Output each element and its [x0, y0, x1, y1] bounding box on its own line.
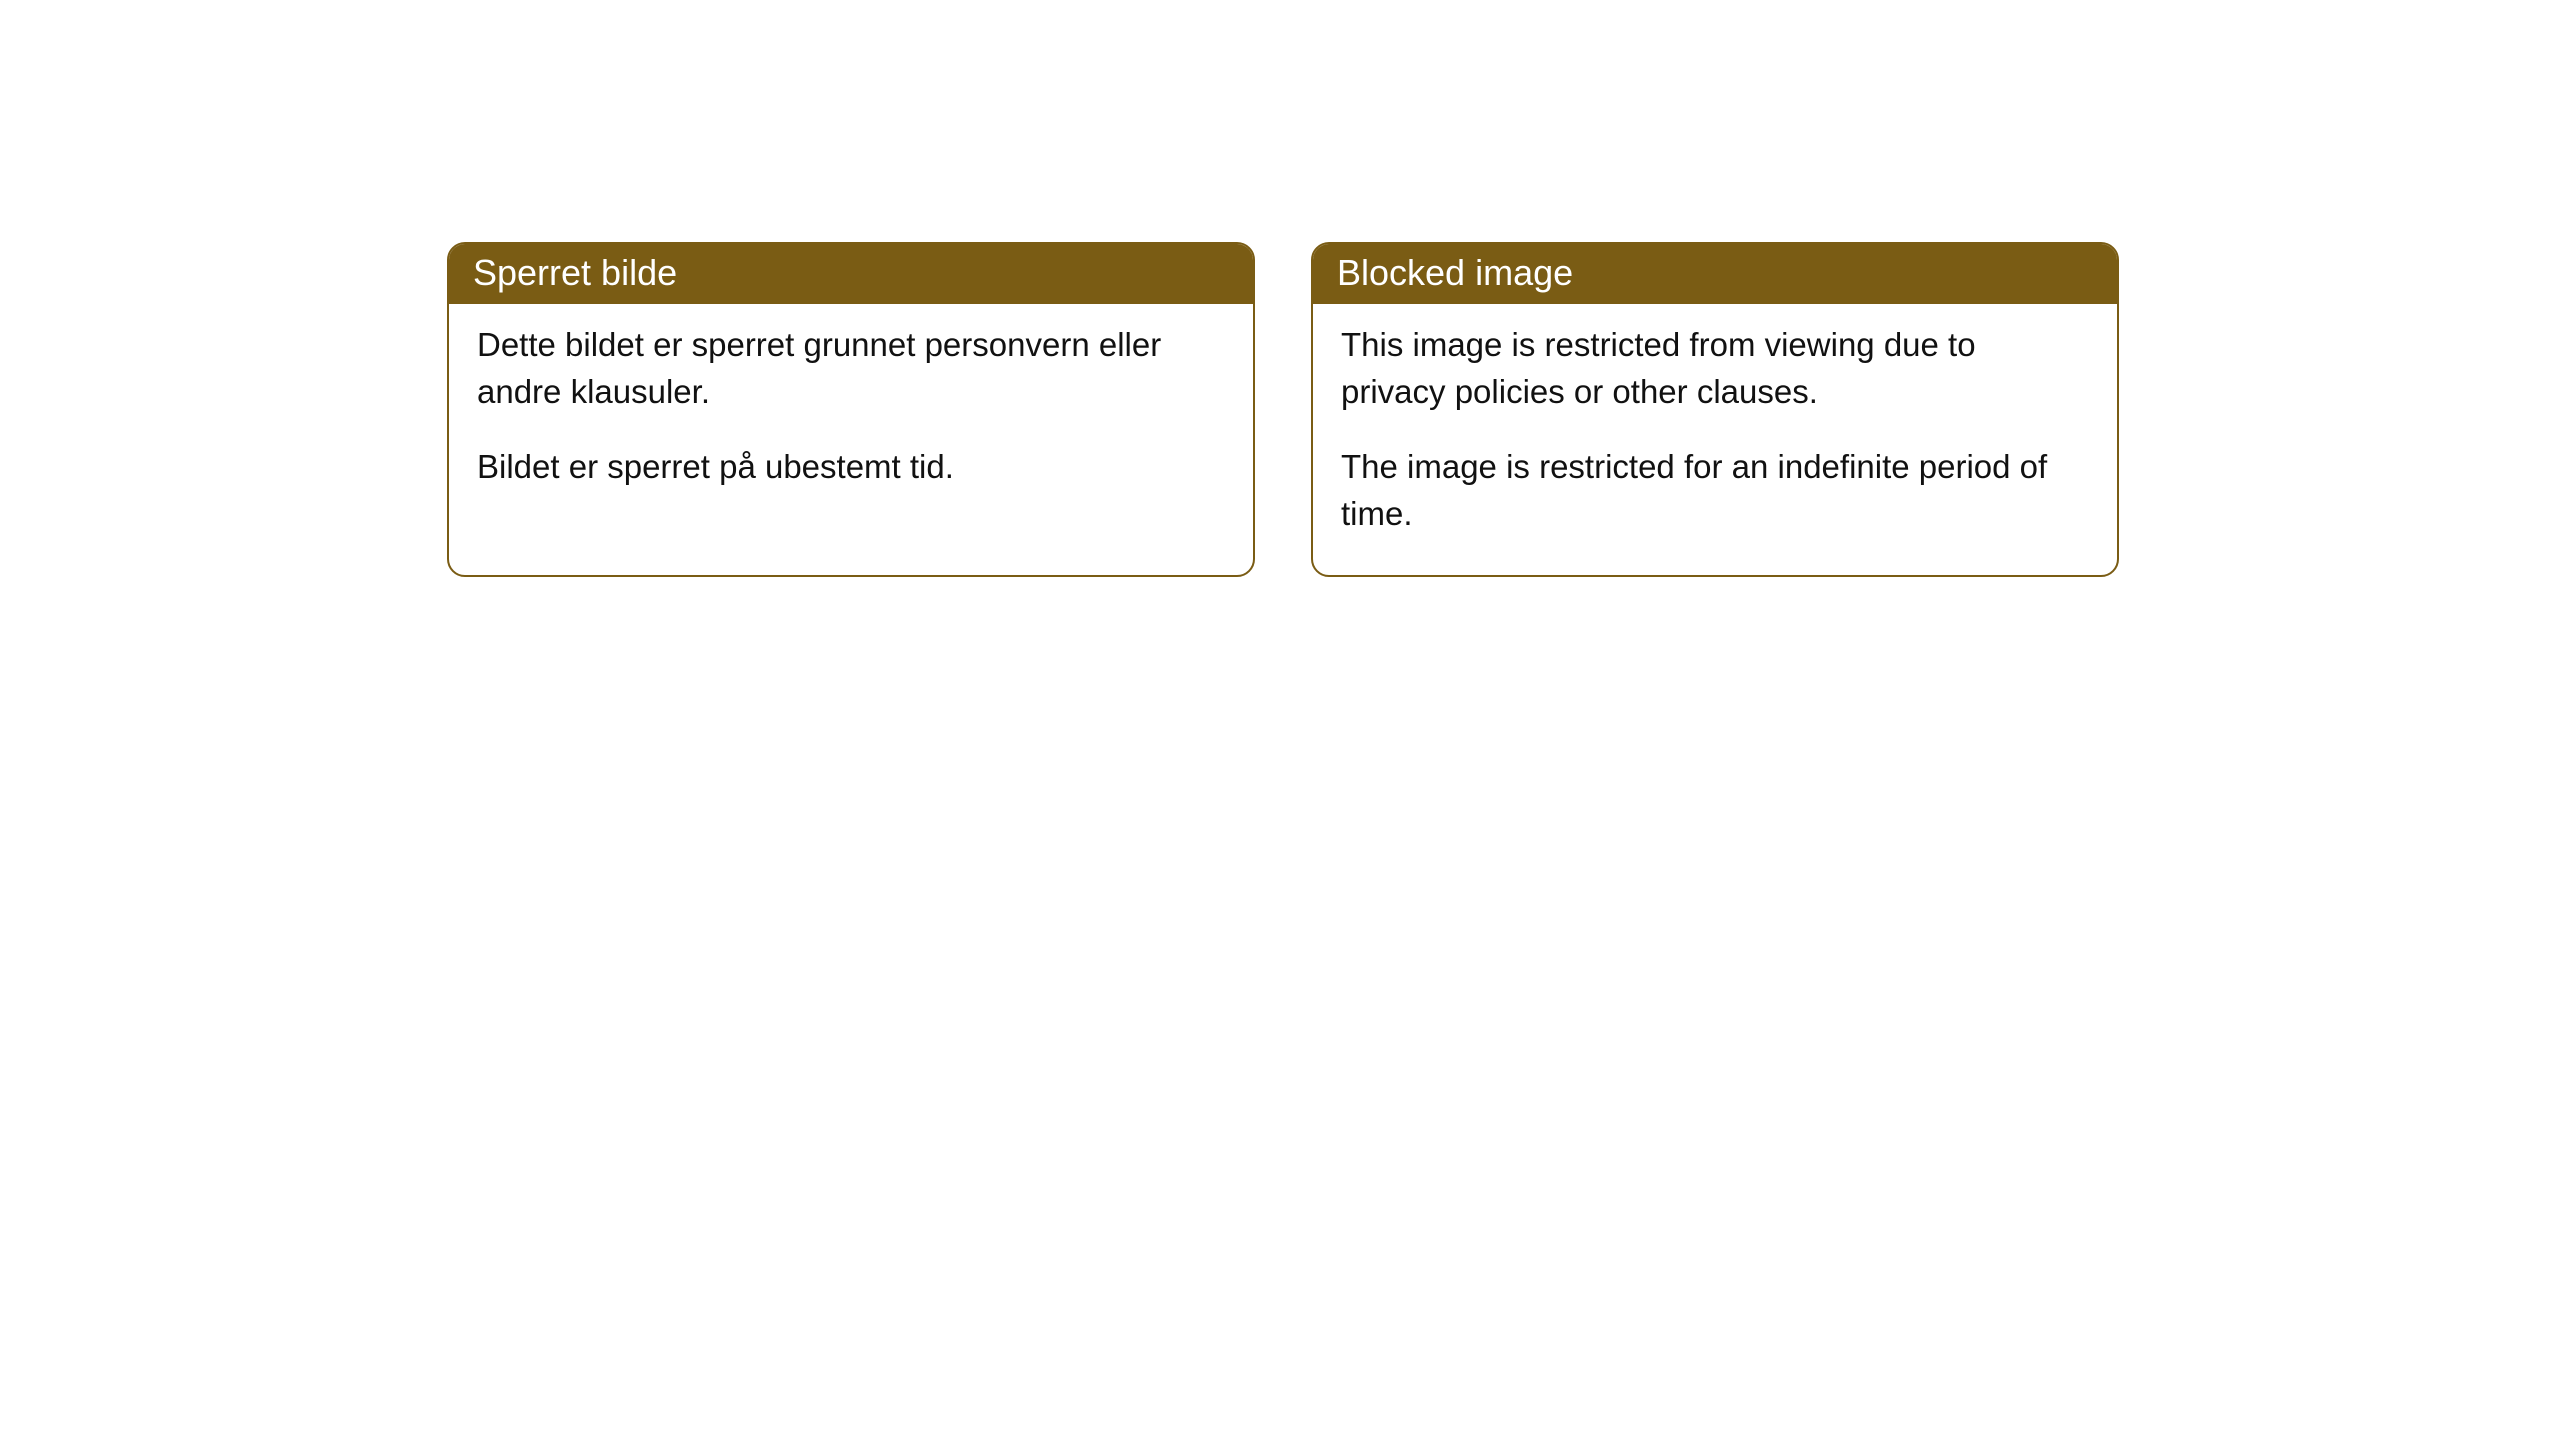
notice-header-norwegian: Sperret bilde [449, 244, 1253, 304]
notice-body-english: This image is restricted from viewing du… [1313, 304, 2117, 575]
notice-text-para2: The image is restricted for an indefinit… [1341, 444, 2089, 538]
notice-box-english: Blocked image This image is restricted f… [1311, 242, 2119, 577]
notice-text-para1: This image is restricted from viewing du… [1341, 322, 2089, 416]
notice-header-english: Blocked image [1313, 244, 2117, 304]
notice-box-norwegian: Sperret bilde Dette bildet er sperret gr… [447, 242, 1255, 577]
notice-text-para2: Bildet er sperret på ubestemt tid. [477, 444, 1225, 491]
notice-container: Sperret bilde Dette bildet er sperret gr… [0, 0, 2560, 577]
notice-text-para1: Dette bildet er sperret grunnet personve… [477, 322, 1225, 416]
notice-body-norwegian: Dette bildet er sperret grunnet personve… [449, 304, 1253, 529]
